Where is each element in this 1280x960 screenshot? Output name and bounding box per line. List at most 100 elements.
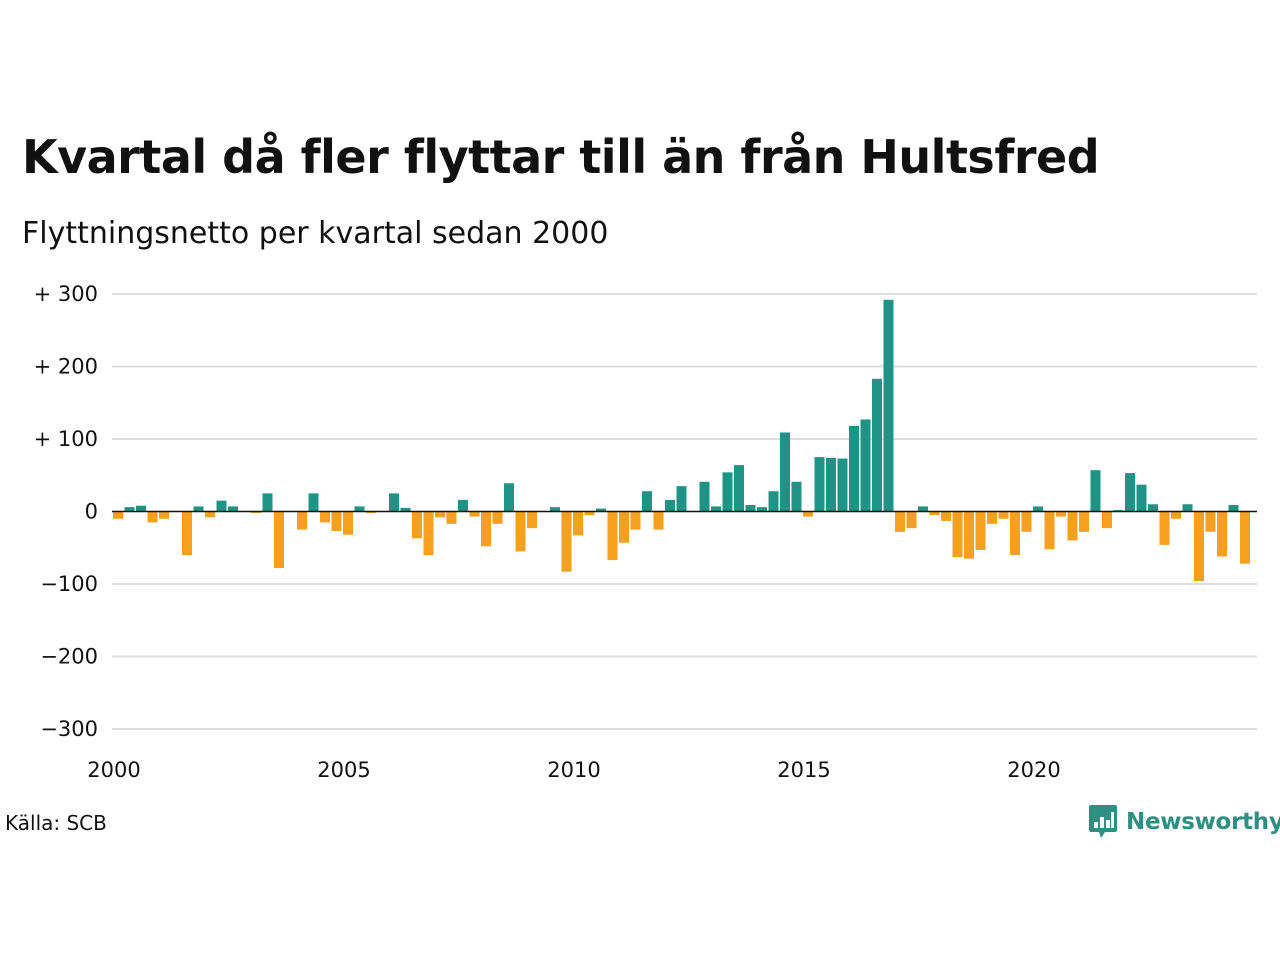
bar-chart: + 300 + 200 + 100 0 −100 −200 −300 2000 2005 2010…: [34, 282, 1257, 782]
y-tick-label: −300: [40, 717, 98, 741]
bar-negative: [205, 511, 215, 518]
y-tick-label: + 200: [34, 355, 98, 379]
bar-positive: [734, 465, 744, 512]
bar-positive: [642, 491, 652, 512]
bar-positive: [1182, 504, 1193, 512]
bar-negative: [412, 511, 422, 539]
bar-negative: [929, 511, 940, 516]
bar-positive: [757, 507, 767, 512]
bar-positive: [193, 506, 204, 512]
bar-positive: [837, 458, 848, 512]
bar-negative: [1021, 511, 1032, 532]
bar-negative: [573, 511, 583, 536]
bar-negative: [423, 511, 434, 555]
bar-negative: [1056, 511, 1066, 517]
bar-negative: [952, 511, 963, 558]
bar-positive: [400, 507, 411, 512]
bar-positive: [1228, 504, 1239, 512]
x-tick-label: 2000: [87, 758, 140, 782]
bar-positive: [814, 457, 825, 512]
bar-positive: [262, 493, 273, 512]
brand-name: Newsworthy: [1126, 809, 1280, 835]
bar-positive: [228, 506, 238, 512]
bar-negative: [159, 511, 169, 519]
bar-negative: [584, 511, 595, 516]
bar-positive: [1090, 470, 1101, 512]
bar-negative: [320, 511, 330, 523]
bar-negative: [975, 511, 986, 550]
bar-negative: [619, 511, 629, 543]
bar-negative: [1240, 511, 1250, 564]
bar-negative: [607, 511, 618, 561]
bar-positive: [745, 504, 756, 512]
bar-positive: [216, 500, 227, 512]
y-tick-label: 0: [85, 500, 98, 524]
bar-negative: [987, 511, 997, 524]
bar-positive: [550, 507, 560, 512]
bar-negative: [1102, 511, 1112, 529]
bar-negative: [941, 511, 951, 521]
bar-negative: [1067, 511, 1078, 541]
bar-positive: [791, 481, 802, 512]
bar-negative: [343, 511, 353, 535]
bar-positive: [136, 505, 146, 512]
bar-positive: [768, 491, 779, 512]
x-tick-label: 2005: [317, 758, 370, 782]
bar-positive: [596, 508, 606, 512]
bar-negative: [492, 511, 503, 524]
bar-negative: [481, 511, 491, 547]
bar-negative: [906, 511, 917, 529]
y-tick-label: + 300: [34, 282, 98, 306]
bar-positive: [1148, 504, 1158, 512]
bar-positive: [872, 378, 882, 512]
bar-positive: [665, 499, 675, 512]
brand-logo: Newsworthy: [1088, 804, 1280, 840]
bar-negative: [182, 511, 192, 555]
bar-positive: [124, 507, 135, 512]
bar-negative: [1010, 511, 1020, 555]
bar-positive: [699, 481, 710, 512]
bar-negative: [469, 511, 480, 517]
bar-negative: [803, 511, 813, 517]
bar-positive: [354, 506, 365, 512]
bar-negative: [561, 511, 572, 572]
bar-negative: [630, 511, 641, 530]
bar-negative: [113, 511, 123, 519]
bar-positive: [458, 499, 468, 512]
bar-negative: [331, 511, 342, 532]
chart-title: Kvartal då fler flyttar till än från Hul…: [22, 130, 1100, 184]
bar-negative: [297, 511, 307, 530]
y-tick-label: −200: [40, 645, 98, 669]
bar-positive: [504, 483, 514, 512]
bar-positive: [676, 486, 687, 512]
bar-negative: [515, 511, 526, 552]
y-tick-label: −100: [40, 572, 98, 596]
bar-negative: [895, 511, 905, 532]
y-tick-label: + 100: [34, 427, 98, 451]
bar-negative: [1079, 511, 1089, 532]
bar-positive: [711, 506, 721, 512]
bar-positive: [826, 457, 836, 512]
bar-negative: [964, 511, 974, 559]
newsworthy-logo-icon: [1089, 805, 1117, 838]
source-note: Källa: SCB: [5, 811, 107, 835]
chart-subtitle: Flyttningsnetto per kvartal sedan 2000: [22, 216, 609, 251]
bar-negative: [1171, 511, 1181, 519]
x-tick-label: 2010: [547, 758, 600, 782]
bar-positive: [1136, 484, 1147, 512]
bar-positive: [308, 493, 319, 512]
bar-negative: [435, 511, 445, 518]
bar-negative: [274, 511, 284, 569]
bar-negative: [1044, 511, 1055, 550]
bar-positive: [860, 419, 871, 512]
bar-positive: [1033, 506, 1043, 512]
bar-negative: [1205, 511, 1216, 532]
bar-negative: [998, 511, 1009, 519]
bar-positive: [722, 472, 733, 512]
x-tick-label: 2015: [777, 758, 830, 782]
bar-negative: [147, 511, 158, 523]
bar-positive: [1125, 473, 1135, 512]
bar-positive: [883, 299, 894, 512]
bar-negative: [1159, 511, 1170, 545]
bar-negative: [1217, 511, 1227, 557]
